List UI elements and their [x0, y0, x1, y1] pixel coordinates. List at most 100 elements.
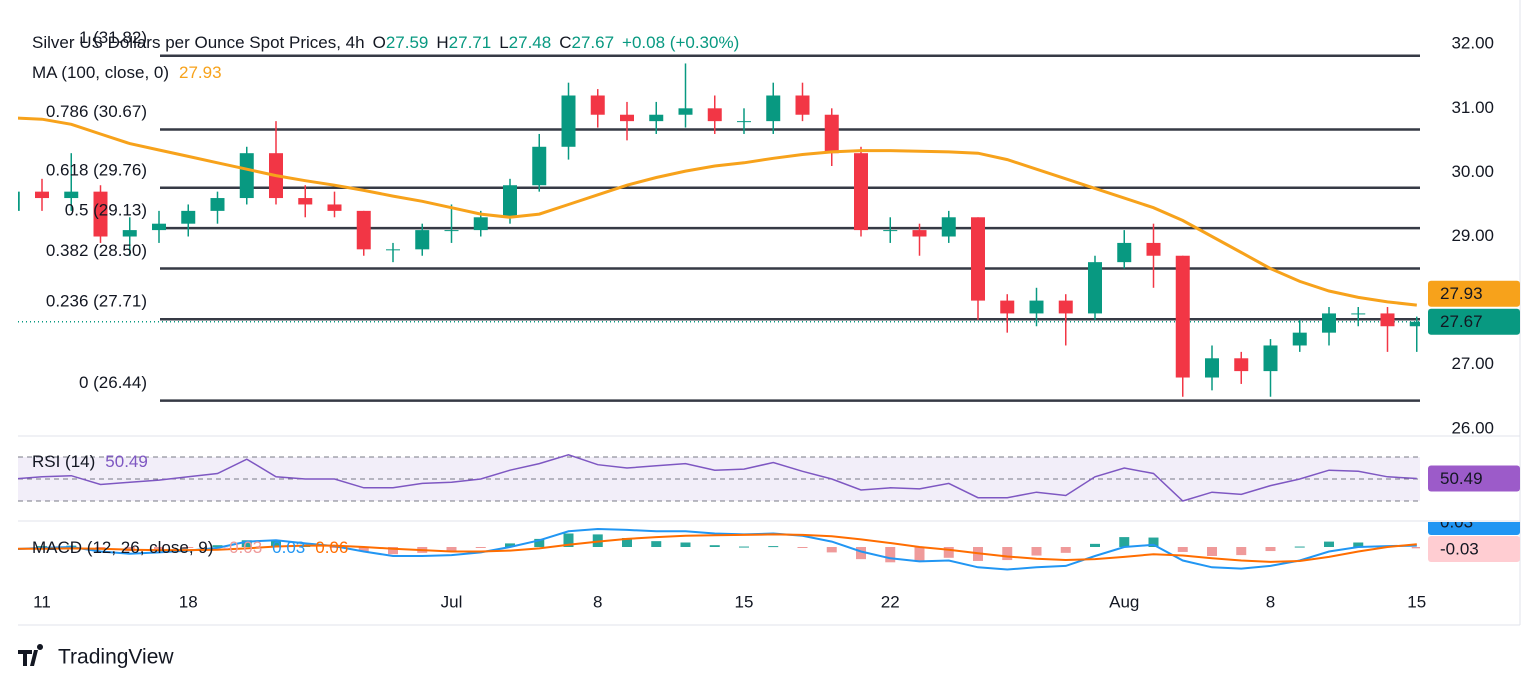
y-tick-label: 26.00: [1451, 418, 1494, 437]
macd-histogram-bar: [37, 546, 47, 548]
macd-histogram-bar: [826, 547, 837, 553]
macd-value: 0.03: [272, 538, 305, 557]
candle-body: [1175, 255, 1190, 378]
x-tick-label: Aug: [1109, 592, 1139, 611]
candle-body: [532, 146, 547, 186]
macd-histogram-bar: [505, 543, 515, 547]
macd-histogram-bar: [1411, 547, 1420, 549]
y-tick-label: 29.00: [1451, 226, 1494, 245]
y-tick-label: 32.00: [1451, 34, 1494, 53]
macd-histogram-bar: [1148, 537, 1159, 547]
ohlc-value: 27.59: [386, 33, 429, 52]
candle-body: [356, 210, 371, 250]
ohlc-label: H: [436, 33, 448, 52]
candle-body: [649, 114, 664, 122]
macd-histogram-bar: [1031, 547, 1042, 556]
candle-body: [912, 230, 927, 237]
fib-label: 0.236 (27.71): [46, 292, 147, 311]
macd-histogram-bar: [563, 533, 574, 547]
candle-body: [1029, 300, 1044, 314]
fib-label: 0 (26.44): [79, 373, 147, 392]
rsi-legend: RSI (14) 50.49: [32, 452, 148, 471]
candle-body: [824, 114, 839, 154]
macd-histogram-bar: [1090, 543, 1100, 547]
ma-name: MA (100, close, 0): [32, 63, 169, 82]
macd-histogram-bar: [388, 547, 398, 555]
macd-histogram-bar: [1294, 546, 1305, 548]
candle-body: [93, 191, 108, 237]
rsi-value: 50.49: [105, 452, 148, 471]
labels: 1 (31.82) 0.786 (30.67) 0.618 (29.76) 0.5 (…: [46, 28, 147, 392]
ohlc-value: 27.48: [509, 33, 552, 52]
macd-histogram-bar: [1236, 547, 1247, 556]
fib-label: 0.382 (28.50): [46, 241, 147, 260]
macd-histogram-bar: [446, 547, 457, 551]
macd-histogram-bar: [1177, 547, 1188, 552]
macd-legend: MACD (12, 26, close, 9) -0.03 0.03 0.06: [32, 538, 348, 557]
candle-body: [35, 191, 49, 199]
macd-histogram-bar: [358, 547, 369, 552]
macd-histogram-bar: [1324, 541, 1334, 547]
macd-histogram-bar: [622, 538, 632, 547]
macd-histogram-bar: [1119, 537, 1130, 547]
candle-body: [1088, 262, 1102, 314]
x-tick-label: 8: [1266, 592, 1275, 611]
macd-histogram-bar: [885, 547, 896, 563]
candle-body: [1058, 300, 1073, 314]
macd-histogram-bar: [329, 547, 340, 548]
price-change: +0.08 (+0.30%): [622, 33, 739, 52]
candle-body: [1234, 358, 1249, 372]
macd-histogram-bar: [475, 547, 486, 548]
candle-body: [298, 198, 313, 205]
candle-body: [239, 153, 254, 199]
candle-body: [327, 204, 342, 211]
signal-line: [18, 533, 1417, 563]
candle-body: [766, 95, 781, 122]
rsi-badge-bg: [1428, 465, 1520, 492]
candle-body: [678, 108, 693, 115]
macd-histogram-bar: [1265, 547, 1276, 552]
x-tick-label: 15: [1407, 592, 1426, 611]
histogram-value: -0.03: [223, 538, 262, 557]
macd-histogram-bar: [212, 545, 223, 547]
macd-histogram-bar: [1207, 547, 1217, 556]
price-badge-bg: [1428, 308, 1520, 335]
ma-badge-bg: [1428, 280, 1520, 307]
logo-icon: [18, 644, 44, 666]
ohlc-value: 27.71: [449, 33, 492, 52]
macd-badge: 0.03: [1440, 512, 1473, 531]
candle-body: [561, 95, 576, 147]
fib-label: 0.618 (29.76): [46, 160, 147, 179]
price-badge: 27.67: [1440, 312, 1483, 331]
ohlc-label: L: [499, 33, 508, 52]
fib-label: 0.5 (29.13): [65, 201, 147, 220]
candle-body: [1205, 358, 1219, 378]
ohlc-value: 27.67: [572, 33, 615, 52]
chart-title: Silver US Dollars per Ounce Spot Prices,…: [32, 33, 365, 52]
brand-logo: TradingView: [18, 644, 174, 669]
candle-body: [620, 114, 634, 122]
x-tick-label: 22: [881, 592, 900, 611]
fib-label: 1 (31.82): [79, 28, 147, 47]
macd-badges: 0.03 -0.03: [1428, 512, 1520, 562]
candle-body: [707, 108, 722, 122]
macd-pane: [18, 527, 1420, 571]
moving-average: [18, 116, 1417, 307]
macd-histogram-bar: [651, 541, 662, 547]
y-tick-label: 27.00: [1451, 354, 1494, 373]
macd-histogram-bar: [768, 546, 779, 548]
candle-body: [795, 95, 810, 115]
candle-body: [1351, 313, 1366, 315]
rsi-line: [18, 454, 1417, 502]
ma-legend: MA (100, close, 0) 27.93: [32, 63, 222, 82]
macd-histogram-bar: [739, 546, 749, 548]
x-tick-label: 15: [735, 592, 754, 611]
x-tick-label: 11: [33, 592, 51, 611]
macd-histogram-bar: [914, 547, 925, 562]
ohlc-label: O: [373, 33, 386, 52]
macd-badge-bg: [1428, 522, 1520, 535]
brand-name: TradingView: [58, 646, 174, 669]
macd-histogram-bar: [534, 538, 545, 547]
candle-body: [1146, 242, 1161, 256]
